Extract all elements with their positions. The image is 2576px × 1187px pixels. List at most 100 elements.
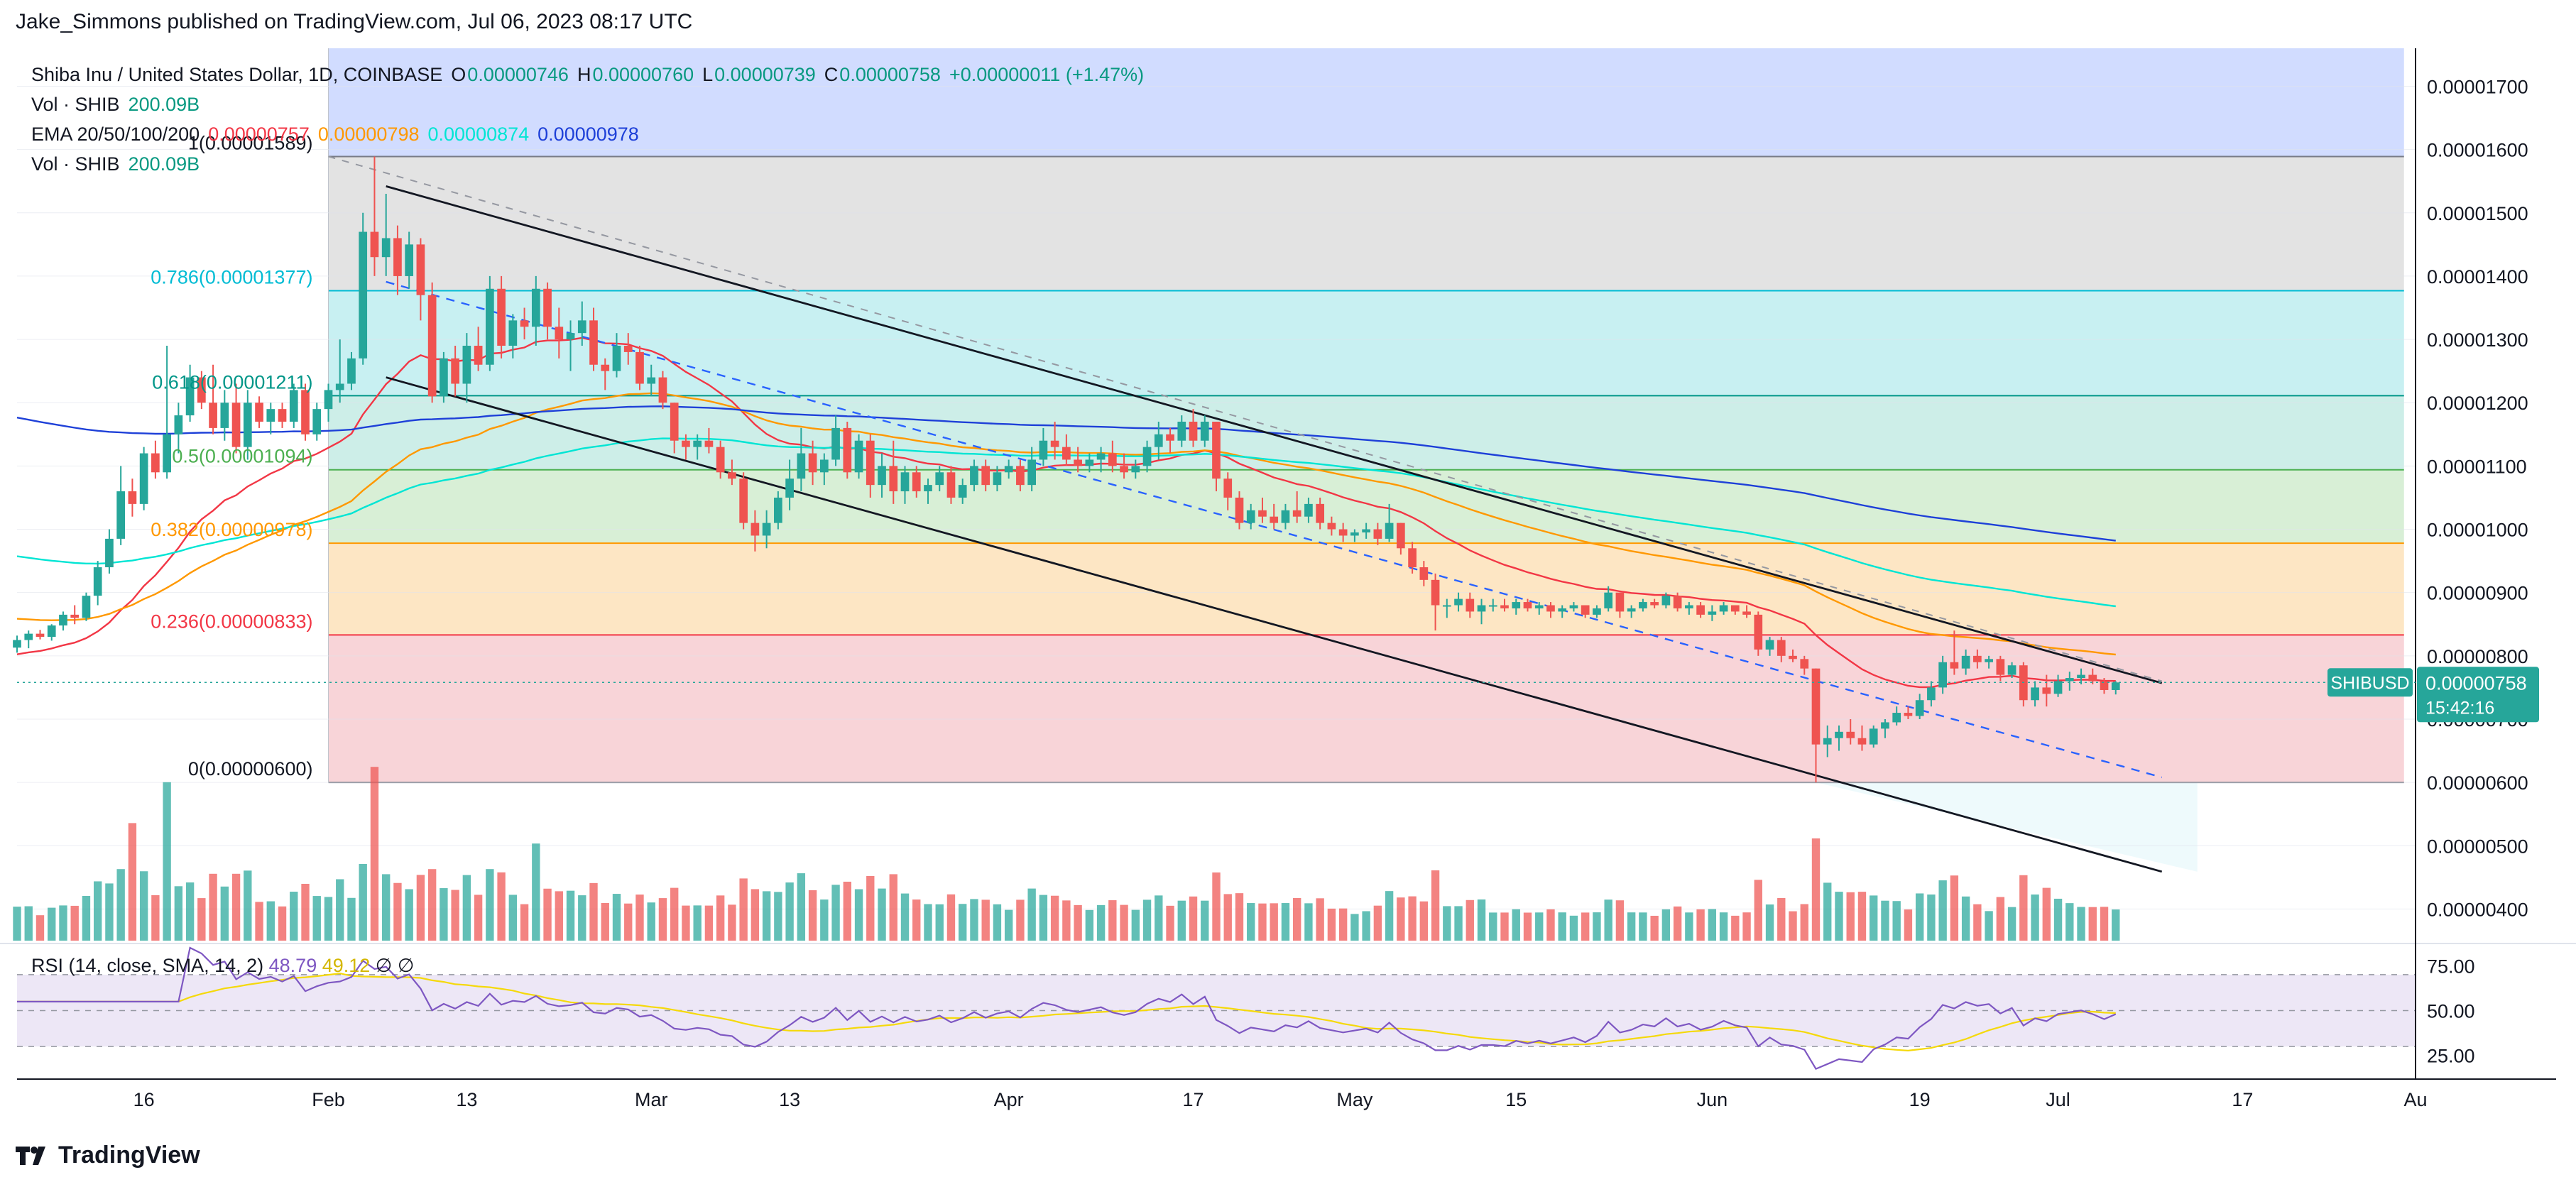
volume-bar-135 xyxy=(1569,915,1578,941)
candle-body-134 xyxy=(1558,608,1567,612)
volume-bar-143 xyxy=(1661,909,1671,941)
legend-ema-row[interactable]: EMA 20/50/100/200 0.00000757 0.00000798 0.0… xyxy=(31,119,1152,149)
candle-body-173 xyxy=(2007,665,2016,675)
tradingview-logo[interactable]: TradingView xyxy=(16,1142,200,1169)
legend-low: 0.00000739 xyxy=(714,64,816,85)
candle-body-94 xyxy=(1096,453,1106,460)
volume-bar-125 xyxy=(1454,906,1463,941)
volume-bars xyxy=(13,767,2120,941)
candle-body-38 xyxy=(451,358,459,384)
volume-bar-47 xyxy=(555,891,563,941)
candle-body-75 xyxy=(878,466,886,486)
volume-bar-152 xyxy=(1765,904,1774,941)
candle-body-155 xyxy=(1800,659,1809,669)
volume-bar-159 xyxy=(1846,892,1855,941)
candle-body-161 xyxy=(1869,728,1878,745)
rsi-ma-line xyxy=(17,972,2116,1052)
chart-legend: Shiba Inu / United States Dollar, 1D, CO… xyxy=(31,60,1152,179)
candle-body-56 xyxy=(658,377,667,403)
volume-bar-37 xyxy=(440,888,448,941)
candle-body-50 xyxy=(589,320,598,365)
candle-body-23 xyxy=(278,409,287,422)
candle-body-52 xyxy=(612,346,621,371)
legend-ema-label: EMA 20/50/100/200 xyxy=(31,124,200,145)
volume-bar-138 xyxy=(1604,899,1612,941)
volume-bar-118 xyxy=(1373,905,1382,941)
candle-body-148 xyxy=(1719,605,1728,612)
candle-body-62 xyxy=(728,472,736,479)
volume-bar-7 xyxy=(93,881,102,941)
fib-label-0.236: 0.236(0.00000833) xyxy=(151,611,312,632)
candle-body-43 xyxy=(508,320,518,346)
legend-symbol-row[interactable]: Shiba Inu / United States Dollar, 1D, CO… xyxy=(31,60,1152,89)
candle-body-79 xyxy=(924,485,932,492)
volume-bar-3 xyxy=(48,907,56,941)
volume-bar-50 xyxy=(589,882,598,941)
candle-body-146 xyxy=(1696,605,1705,615)
candle-body-178 xyxy=(2065,678,2074,682)
volume-bar-60 xyxy=(704,905,714,941)
rsi-line xyxy=(17,946,2117,1070)
volume-bar-34 xyxy=(405,889,413,941)
price-tick-11: 0.00000600 xyxy=(2427,772,2528,794)
volume-bar-74 xyxy=(866,875,875,941)
candle-body-172 xyxy=(1996,659,2005,675)
volume-bar-22 xyxy=(266,901,275,941)
volume-bar-67 xyxy=(785,882,794,941)
time-tick-3: Mar xyxy=(635,1089,668,1110)
volume-bar-72 xyxy=(843,881,851,941)
candle-body-157 xyxy=(1823,738,1832,745)
candle-body-127 xyxy=(1477,605,1486,612)
candle-body-151 xyxy=(1754,614,1763,650)
volume-bar-153 xyxy=(1777,898,1786,941)
volume-bar-56 xyxy=(658,898,667,941)
volume-bar-96 xyxy=(1120,904,1128,941)
candle-body-73 xyxy=(854,440,863,473)
volume-bar-93 xyxy=(1085,909,1094,941)
candle-body-21 xyxy=(255,403,263,422)
candle-body-125 xyxy=(1454,598,1463,606)
candle-body-91 xyxy=(1062,447,1071,460)
volume-bar-110 xyxy=(1281,903,1290,941)
candle-body-150 xyxy=(1742,611,1751,615)
volume-bar-175 xyxy=(2031,895,2039,941)
volume-bar-104 xyxy=(1212,872,1221,941)
volume-bar-109 xyxy=(1270,903,1278,941)
candle-body-101 xyxy=(1177,421,1186,441)
candle-body-46 xyxy=(543,288,552,327)
volume-bar-157 xyxy=(1823,882,1832,941)
legend-ema50: 0.00000798 xyxy=(317,124,420,145)
rsi-tick-1: 50.00 xyxy=(2427,1001,2475,1022)
volume-bar-136 xyxy=(1581,912,1590,941)
candle-body-108 xyxy=(1258,510,1267,517)
volume-bar-106 xyxy=(1235,893,1244,941)
volume-bar-73 xyxy=(854,889,863,941)
price-tick-5: 0.00001200 xyxy=(2427,393,2528,414)
volume-bar-111 xyxy=(1292,897,1301,941)
candle-body-2 xyxy=(36,633,45,638)
time-tick-12: 17 xyxy=(2232,1089,2253,1110)
candle-body-138 xyxy=(1604,592,1613,608)
volume-bar-151 xyxy=(1754,880,1762,941)
candle-body-163 xyxy=(1892,713,1901,723)
volume-bar-107 xyxy=(1247,903,1255,941)
descending-channel[interactable] xyxy=(328,155,2163,873)
candle-body-179 xyxy=(2077,674,2085,679)
candle-body-36 xyxy=(427,295,437,397)
volume-bar-92 xyxy=(1074,904,1082,941)
time-tick-0: 16 xyxy=(133,1089,155,1110)
candle-body-160 xyxy=(1857,738,1867,745)
volume-bar-45 xyxy=(532,843,540,941)
volume-bar-68 xyxy=(797,873,806,941)
candle-body-102 xyxy=(1189,421,1198,441)
legend-close-label: C xyxy=(824,64,839,85)
candle-body-71 xyxy=(831,427,840,460)
rsi-pane[interactable]: RSI (14, close, SMA, 14, 2) 48.79 49.12 … xyxy=(0,943,2576,1070)
candle-body-44 xyxy=(520,320,529,327)
volume-bar-19 xyxy=(231,873,241,941)
legend-volume-row[interactable]: Vol · SHIB 200.09B xyxy=(31,89,1152,119)
legend-volume-row-2[interactable]: Vol · SHIB 200.09B xyxy=(31,149,1152,179)
candle-body-40 xyxy=(474,346,483,365)
candle-body-128 xyxy=(1488,605,1497,607)
